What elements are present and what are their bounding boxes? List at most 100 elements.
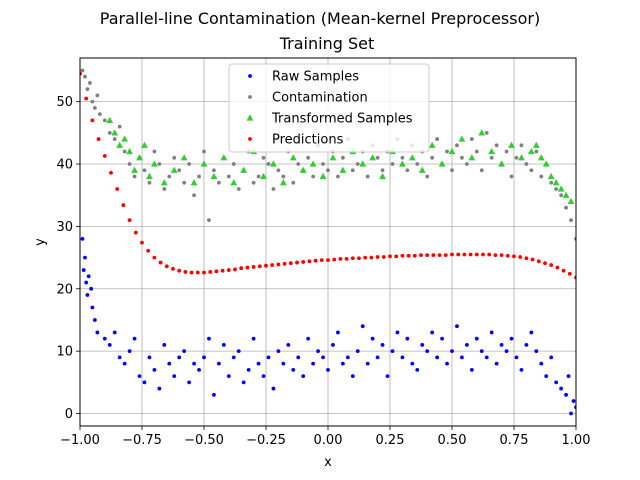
predictions-point: [332, 257, 337, 262]
predictions-point: [437, 253, 442, 257]
raw-samples-point: [301, 374, 306, 379]
contamination-point: [256, 174, 261, 179]
contamination-point: [122, 149, 127, 154]
contamination-point: [321, 162, 325, 166]
raw-samples-point: [524, 343, 529, 347]
predictions-point: [518, 255, 523, 259]
transformed-samples-point: [359, 160, 367, 167]
transformed-samples-point: [552, 179, 560, 186]
predictions-point: [400, 253, 405, 258]
predictions-point: [543, 261, 547, 266]
contamination-point: [504, 149, 509, 154]
predictions-point: [388, 254, 392, 259]
raw-samples-point: [117, 355, 122, 360]
raw-samples-point: [167, 361, 172, 366]
contamination-point: [85, 87, 90, 92]
raw-samples-point: [539, 361, 544, 366]
predictions-point: [96, 137, 101, 141]
transformed-samples-point: [289, 154, 297, 161]
raw-samples-point: [172, 374, 177, 379]
transformed-samples-point: [478, 129, 486, 136]
transformed-samples-point: [557, 185, 565, 192]
raw-samples-legend-label: Raw Samples: [272, 70, 359, 85]
raw-samples-point: [162, 343, 167, 347]
transformed-samples-point: [468, 154, 476, 161]
contamination-point: [469, 137, 474, 141]
predictions-point: [468, 252, 473, 257]
raw-samples-point: [385, 374, 390, 379]
contamination-point: [132, 174, 137, 179]
raw-samples-point: [291, 367, 296, 372]
transformed-samples-point: [111, 129, 119, 136]
chart-subtitle: Training Set: [279, 34, 375, 53]
raw-samples-point: [89, 286, 94, 291]
y-tick-label: 50: [56, 95, 73, 110]
raw-samples-point: [400, 355, 405, 360]
contamination-point: [167, 174, 172, 179]
transformed-samples-point: [279, 179, 287, 186]
raw-samples-point: [529, 330, 534, 335]
contamination-point: [83, 74, 87, 79]
predictions-point: [109, 170, 113, 175]
transformed-samples-point: [547, 172, 555, 180]
contamination-point: [271, 187, 276, 191]
raw-samples-point: [202, 355, 206, 360]
transformed-samples-point: [230, 179, 238, 186]
predictions-point: [462, 252, 467, 257]
contamination-point: [212, 168, 216, 173]
predictions-point: [307, 259, 312, 264]
raw-samples-point: [85, 293, 90, 297]
contamination-point: [326, 168, 330, 173]
transformed-samples-point: [131, 166, 138, 173]
contamination-point: [197, 174, 201, 179]
contamination-point: [291, 180, 296, 185]
raw-samples-point: [207, 336, 211, 341]
predictions-point: [313, 258, 318, 263]
predictions-point: [524, 256, 529, 261]
contamination-point: [107, 130, 112, 135]
x-tick-label: −0.75: [122, 433, 162, 448]
predictions-point: [276, 262, 281, 267]
predictions-point: [220, 268, 225, 273]
contamination-point: [464, 162, 469, 166]
transformed-samples-point: [379, 172, 386, 180]
predictions-point: [338, 256, 343, 261]
raw-samples-point: [177, 355, 182, 360]
contamination-point: [266, 162, 271, 166]
contamination-point: [142, 168, 147, 173]
predictions-point: [226, 268, 231, 272]
predictions-point: [102, 154, 107, 158]
raw-samples-point: [360, 324, 365, 329]
predictions-point: [270, 263, 275, 267]
raw-samples-point: [246, 367, 251, 372]
raw-samples-point: [137, 374, 142, 379]
raw-samples-point: [251, 336, 256, 341]
contamination-point: [549, 180, 554, 185]
contamination-point: [534, 149, 539, 154]
transformed-samples-point: [339, 166, 347, 173]
x-tick-label: 0.50: [438, 433, 467, 448]
predictions-point: [90, 118, 95, 123]
contamination-point: [340, 155, 345, 160]
raw-samples-point: [281, 361, 286, 366]
transformed-samples-point: [567, 197, 575, 205]
transformed-samples-point: [329, 154, 337, 161]
raw-samples-point: [112, 330, 117, 335]
transformed-samples-point: [180, 154, 188, 161]
chart-title: Parallel-line Contamination (Mean-kernel…: [100, 9, 540, 28]
raw-samples-point: [286, 343, 291, 347]
raw-samples-point: [564, 392, 568, 397]
legend-box: [228, 63, 430, 153]
contamination-point: [415, 162, 420, 166]
contamination-point: [95, 93, 100, 98]
predictions-point: [431, 253, 436, 257]
raw-samples-point: [321, 355, 325, 360]
predictions-point: [536, 259, 541, 264]
transformed-samples-point: [408, 154, 416, 161]
predictions-point: [555, 265, 560, 270]
raw-samples-point: [566, 374, 571, 379]
raw-samples-point: [479, 349, 484, 354]
predictions-point: [133, 230, 138, 235]
transformed-samples-point: [458, 135, 466, 142]
